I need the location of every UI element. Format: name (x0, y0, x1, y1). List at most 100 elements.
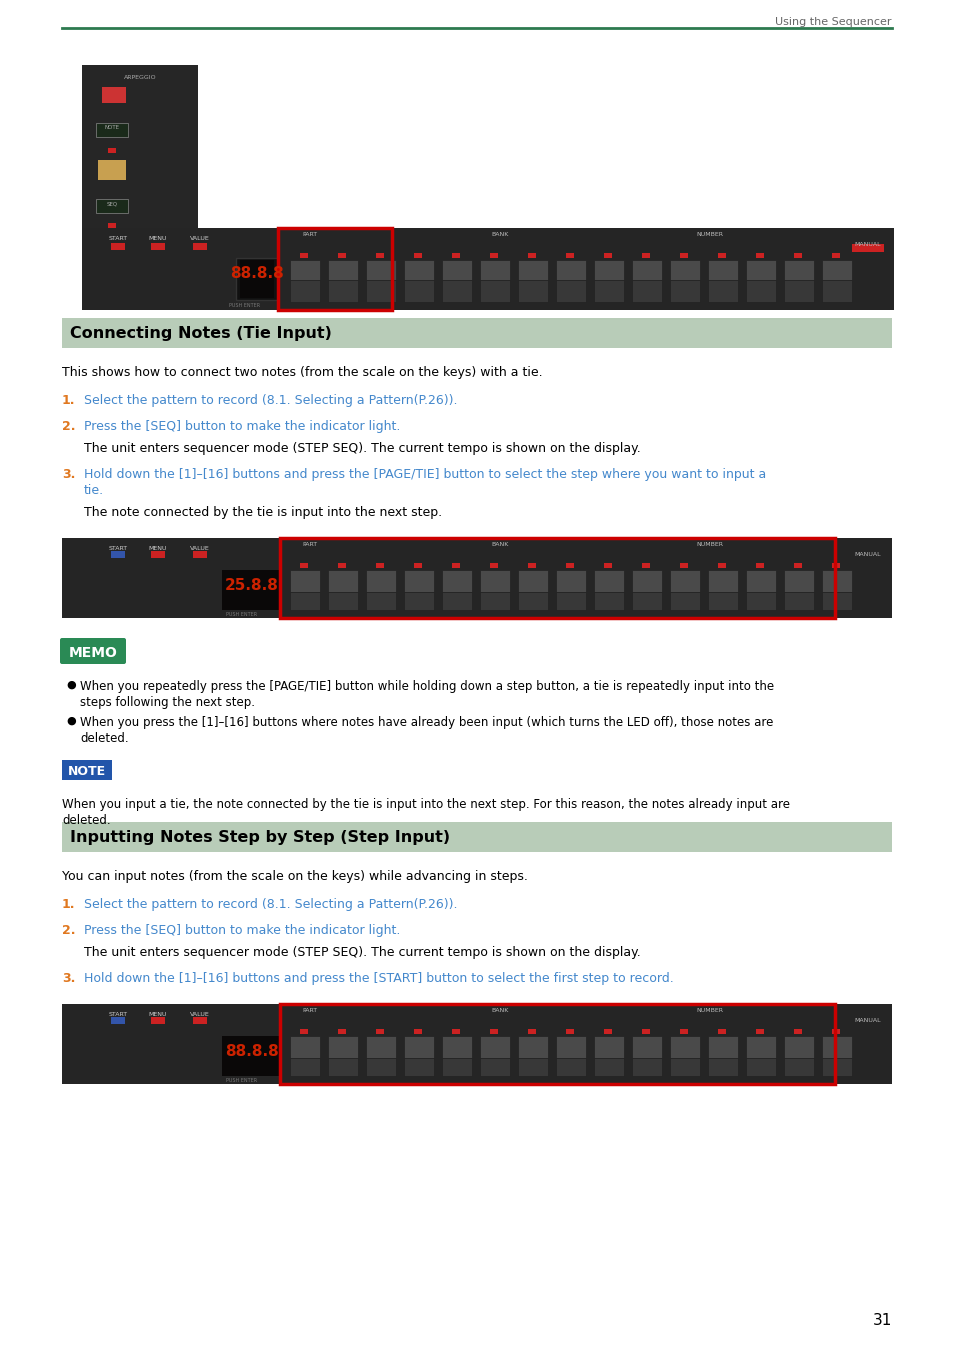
Bar (366, 1058, 395, 1076)
Bar (151, 243, 165, 250)
Text: The unit enters sequencer mode (STEP SEQ). The current tempo is shown on the dis: The unit enters sequencer mode (STEP SEQ… (84, 946, 640, 958)
Text: deleted.: deleted. (80, 732, 129, 745)
Text: The unit enters sequencer mode (STEP SEQ). The current tempo is shown on the dis: The unit enters sequencer mode (STEP SEQ… (84, 441, 640, 455)
Bar (290, 1035, 319, 1058)
Bar (641, 252, 649, 258)
Text: steps following the next step.: steps following the next step. (80, 697, 254, 709)
Bar (679, 252, 687, 258)
Text: NUMBER: NUMBER (696, 1008, 722, 1012)
Text: MEMO: MEMO (69, 647, 117, 660)
Text: ●: ● (66, 680, 75, 690)
Text: MANUAL: MANUAL (854, 1018, 881, 1023)
Bar (441, 261, 472, 279)
Bar (603, 252, 612, 258)
Text: MENU: MENU (149, 545, 167, 551)
Bar (82, 228, 893, 310)
Bar (328, 593, 357, 610)
Bar (479, 261, 510, 279)
Bar (414, 252, 421, 258)
Bar (556, 279, 585, 302)
Bar (290, 593, 319, 610)
Text: You can input notes (from the scale on the keys) while advancing in steps.: You can input notes (from the scale on t… (62, 869, 527, 883)
Bar (366, 279, 395, 302)
Bar (414, 1029, 421, 1034)
Bar (556, 570, 585, 593)
Bar (821, 1058, 851, 1076)
Bar (745, 1035, 775, 1058)
Text: tie.: tie. (84, 485, 104, 497)
Bar (366, 593, 395, 610)
Bar (193, 1017, 207, 1025)
Bar (821, 279, 851, 302)
Bar (366, 1035, 395, 1058)
Bar (793, 252, 801, 258)
Bar (452, 252, 459, 258)
Bar (490, 252, 497, 258)
Bar (707, 593, 738, 610)
Bar (669, 1035, 700, 1058)
Text: deleted.: deleted. (62, 814, 111, 828)
Bar (62, 1004, 891, 1084)
Bar (631, 570, 661, 593)
FancyBboxPatch shape (60, 639, 126, 664)
Bar (375, 563, 384, 568)
Bar (193, 243, 207, 250)
Bar (151, 551, 165, 558)
Bar (707, 1058, 738, 1076)
Text: NUMBER: NUMBER (696, 541, 722, 547)
Bar (517, 261, 547, 279)
Bar (565, 1029, 574, 1034)
Bar (151, 1017, 165, 1025)
Bar (594, 593, 623, 610)
Bar (783, 261, 813, 279)
Text: Hold down the [1]–[16] buttons and press the [START] button to select the first : Hold down the [1]–[16] buttons and press… (84, 972, 673, 986)
Bar (594, 570, 623, 593)
Bar (222, 570, 282, 610)
Text: 2.: 2. (62, 420, 75, 433)
Bar (517, 279, 547, 302)
Text: MANUAL: MANUAL (854, 552, 881, 558)
Bar (707, 279, 738, 302)
Bar (851, 244, 883, 252)
Bar (565, 563, 574, 568)
Bar (755, 1029, 763, 1034)
Text: 88.8.8: 88.8.8 (230, 266, 284, 281)
Text: 2.: 2. (62, 923, 75, 937)
Bar (517, 1058, 547, 1076)
Bar (441, 279, 472, 302)
Text: 31: 31 (872, 1314, 891, 1328)
Bar (403, 261, 434, 279)
Bar (669, 261, 700, 279)
Text: Inputting Notes Step by Step (Step Input): Inputting Notes Step by Step (Step Input… (70, 830, 450, 845)
Bar (403, 1058, 434, 1076)
Bar (222, 1035, 282, 1076)
Bar (679, 1029, 687, 1034)
Bar (594, 261, 623, 279)
Bar (821, 570, 851, 593)
Bar (603, 563, 612, 568)
Bar (403, 1035, 434, 1058)
Text: NOTE: NOTE (68, 765, 106, 778)
Bar (290, 570, 319, 593)
Bar (441, 1058, 472, 1076)
Bar (490, 1029, 497, 1034)
Text: PUSH ENTER: PUSH ENTER (230, 302, 260, 308)
Bar (556, 593, 585, 610)
Bar (375, 1029, 384, 1034)
Bar (745, 593, 775, 610)
Bar (366, 570, 395, 593)
Text: Press the [SEQ] button to make the indicator light.: Press the [SEQ] button to make the indic… (84, 420, 400, 433)
Bar (328, 261, 357, 279)
Text: ●: ● (66, 716, 75, 726)
Text: Using the Sequencer: Using the Sequencer (775, 18, 891, 27)
Bar (831, 252, 840, 258)
Text: Connecting Notes (Tie Input): Connecting Notes (Tie Input) (70, 325, 332, 342)
Bar (328, 1035, 357, 1058)
Bar (96, 198, 128, 213)
Text: BANK: BANK (491, 541, 508, 547)
Bar (821, 261, 851, 279)
Bar (452, 563, 459, 568)
Bar (290, 1058, 319, 1076)
Bar (718, 563, 725, 568)
Bar (240, 261, 274, 298)
